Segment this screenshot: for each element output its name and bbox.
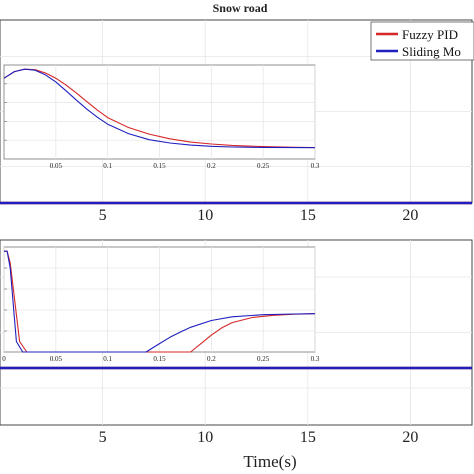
x-axis-label: Time(s) — [243, 452, 296, 471]
x-tick-label: 5 — [99, 207, 107, 224]
x-tick-label: 0.25 — [257, 162, 270, 170]
x-tick-label: 0.15 — [153, 162, 166, 170]
x-tick-label: 0.2 — [207, 355, 216, 363]
x-tick-label: 0.1 — [103, 355, 112, 363]
series-line-sliding-mo — [3, 68, 316, 149]
legend-label: Sliding Mo — [402, 44, 461, 59]
series-line-fuzzy-pid — [4, 250, 316, 353]
x-tick-label: 20 — [402, 429, 418, 446]
x-tick-label: 0.3 — [311, 162, 320, 170]
series-line-fuzzy-pid — [3, 68, 316, 149]
x-tick-label: 0.3 — [311, 355, 320, 363]
x-tick-label: 0.2 — [207, 162, 216, 170]
legend-label: Fuzzy PID — [402, 27, 458, 42]
x-tick-label: 10 — [197, 429, 213, 446]
series-line-sliding-mo — [4, 250, 316, 353]
x-tick-label: 15 — [300, 429, 316, 446]
x-tick-label: 0.25 — [257, 355, 270, 363]
x-tick-label: 0.05 — [50, 162, 63, 170]
x-tick-label: 5 — [99, 429, 107, 446]
lower-inset-panel: 0 0.05 0.1 0.15 0.2 0.25 0.3 — [2, 246, 320, 363]
legend-box — [370, 21, 474, 61]
upper-inset-panel: 0.05 0.1 0.15 0.2 0.25 0.3 — [3, 64, 320, 170]
x-tick-label: 0 — [2, 355, 6, 363]
x-tick-label: 20 — [402, 207, 418, 224]
chart-title: Snow road — [213, 1, 268, 15]
x-tick-label: 0.05 — [50, 355, 63, 363]
chart-legend: Fuzzy PID Sliding Mo — [370, 21, 474, 61]
x-tick-label: 0.1 — [103, 162, 112, 170]
x-tick-label: 10 — [197, 207, 213, 224]
x-tick-label: 0.15 — [153, 355, 166, 363]
x-tick-label: 15 — [300, 207, 316, 224]
